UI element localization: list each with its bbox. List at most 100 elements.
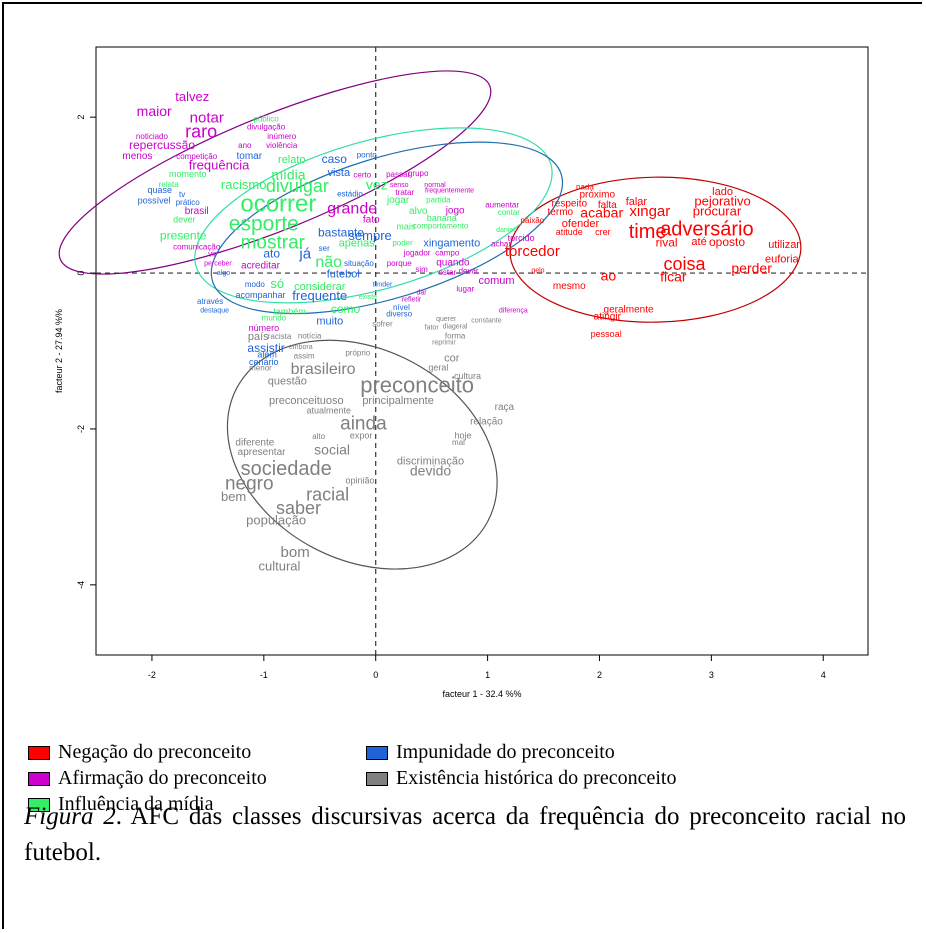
word-point-label: país (248, 331, 269, 343)
word-point-label: rival (656, 236, 678, 250)
word-point-label: opinião (346, 476, 375, 486)
word-point-label: considerar (294, 281, 346, 293)
class-ellipse (194, 127, 553, 304)
word-point-label: atingir (594, 311, 622, 322)
word-point-label: lugar (456, 285, 474, 294)
word-point-label: dever (173, 214, 196, 224)
legend-item-midia: Influência da mídia (28, 793, 214, 816)
word-point-label: como (331, 302, 361, 316)
x-tick-label: 4 (821, 670, 826, 680)
word-point-label: contar (498, 208, 521, 217)
word-point-label: diverso (386, 309, 412, 318)
word-point-label: acabar (580, 205, 623, 221)
x-tick-label: 2 (597, 670, 602, 680)
word-point-label: racial (306, 485, 349, 505)
word-point-label: embora (289, 344, 313, 351)
class-ellipse (58, 70, 492, 275)
word-point-label: menor (249, 363, 272, 372)
word-point-label: modo (245, 280, 266, 289)
word-point-label: geralmente (604, 304, 654, 315)
word-point-label: maior (137, 103, 172, 119)
word-point-label: jogo (445, 205, 465, 216)
word-point-label: senso (390, 182, 409, 189)
word-point-label: cor (444, 353, 460, 365)
word-point-label: procurar (693, 204, 742, 219)
word-point-label: divulgar (266, 176, 329, 196)
word-point-label: estar (438, 268, 456, 277)
x-tick-label: 0 (373, 670, 378, 680)
word-point-label: competição (176, 152, 217, 161)
word-point-label: discriminação (397, 456, 464, 468)
legend-swatch-midia (28, 797, 50, 812)
word-point-label: só (270, 276, 284, 291)
word-point-label: frequente (292, 288, 347, 303)
word-point-label: coisa (663, 254, 706, 274)
word-point-label: ficar (660, 268, 687, 284)
word-point-label: brasil (185, 206, 209, 217)
word-point-label: adversário (660, 218, 753, 240)
word-point-label: achar (491, 239, 511, 248)
word-point-label: cultural (259, 558, 301, 573)
word-point-label: comportamento (413, 221, 469, 230)
word-point-label: ao (601, 268, 617, 284)
word-point-label: preconceito (360, 373, 474, 398)
word-point-label: racista (268, 332, 292, 341)
word-point-label: pejorativo (694, 194, 750, 209)
word-point-label: mais (396, 221, 416, 231)
word-point-label: até (691, 236, 706, 248)
word-point-label: atitude (556, 227, 583, 237)
word-point-label: notícia (298, 331, 322, 340)
word-point-label: tratar (395, 188, 414, 197)
word-point-label: destaque (200, 307, 229, 314)
word-point-label: repercussão (129, 138, 195, 152)
word-point-label: devido (410, 463, 451, 479)
afc-chart: -2 -1 0 1 2 3 4 -4 -2 0 2 facteur 1 - 32.4 %% facteu… (54, 46, 869, 699)
word-point-label: perder (731, 260, 772, 276)
word-point-label: quase (148, 185, 173, 195)
word-point-label: caso (322, 152, 348, 166)
word-point-label: assistir (247, 341, 284, 355)
y-tick-label: -2 (76, 425, 86, 433)
word-point-label: noticiado (136, 132, 169, 141)
word-point-label: população (246, 512, 306, 527)
word-point-label: geral (452, 324, 468, 331)
word-point-label: apresentar (238, 447, 286, 458)
word-point-label: nada (576, 182, 594, 191)
word-point-label: raro (185, 121, 217, 141)
word-point-label: dia (443, 324, 452, 331)
word-point-label: bom (281, 544, 310, 561)
word-point-label: momento (169, 169, 207, 179)
caption-text: . AFC das classes discursivas acerca da … (24, 803, 906, 866)
word-point-label: próximo (579, 190, 615, 201)
word-point-label: inúmero (267, 132, 296, 141)
word-point-label: presente (160, 229, 207, 243)
word-point-label: ofender (562, 218, 600, 230)
legend-swatch-impunidade (366, 745, 388, 760)
word-point-label: vista (327, 167, 351, 179)
word-point-label: estádio (337, 189, 363, 198)
word-point-label: xingar (629, 203, 670, 220)
class-ellipse (210, 141, 564, 315)
word-point-label: termo (548, 207, 574, 218)
word-point-label: gelo (531, 268, 544, 275)
word-point-label: poder (392, 239, 413, 248)
word-point-label: tomar (236, 151, 262, 162)
word-point-label: raça (495, 402, 515, 413)
word-point-label: nível (393, 303, 410, 312)
word-point-label: cultura (454, 371, 481, 381)
word-point-label: número (249, 323, 280, 333)
word-point-label: sociedade (241, 458, 332, 480)
word-point-label: diferença (499, 307, 528, 314)
word-point-label: tv (179, 190, 185, 199)
caption-label: Figura 2 (24, 803, 116, 830)
word-point-label: bem (221, 489, 246, 504)
word-point-label: atualmente (306, 405, 351, 415)
word-point-label: aumentar (485, 200, 519, 209)
word-point-label: campo (435, 249, 460, 258)
word-point-label: questão (268, 375, 307, 387)
word-point-label: mostrar (241, 232, 306, 253)
plot-area-border (95, 46, 869, 656)
word-point-label: porque (387, 259, 412, 268)
word-point-label: falar (626, 196, 648, 208)
word-point-label: querer (436, 316, 457, 323)
